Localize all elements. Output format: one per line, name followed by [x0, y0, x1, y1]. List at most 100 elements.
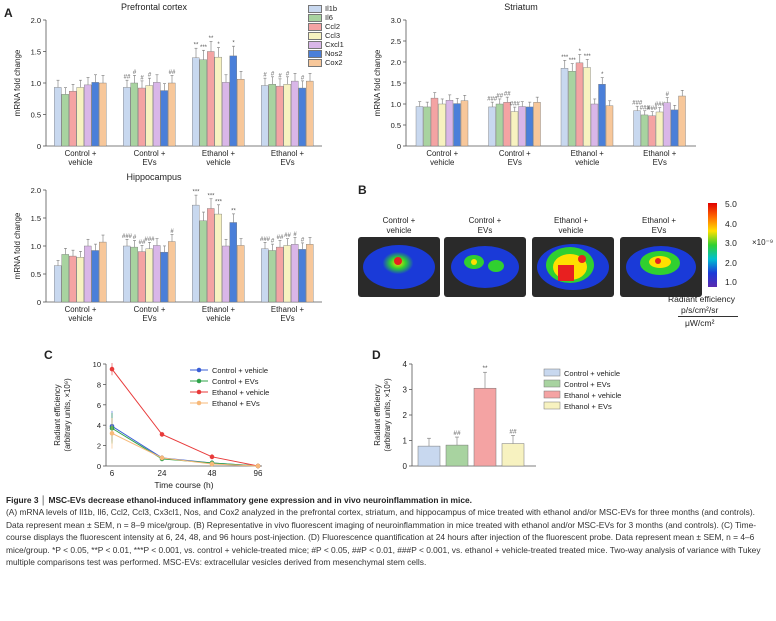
- legend-item-cxcl1: Cxcl1: [308, 40, 358, 49]
- group-label: EVs: [280, 314, 294, 323]
- bar-cox2: [99, 241, 107, 303]
- legend-swatch: [543, 390, 561, 399]
- legend-label: Nos2: [325, 49, 343, 58]
- y-tick-label: 4: [403, 360, 408, 369]
- bar-ccl3: [583, 67, 591, 147]
- significance-mark: ##: [277, 235, 284, 241]
- y-tick-label: 1.5: [31, 48, 41, 57]
- group-label: vehicle: [206, 158, 230, 167]
- significance-mark: #: [286, 71, 290, 77]
- mouse-image-control-evs: [444, 237, 526, 297]
- legend-label: Ccl3: [325, 31, 341, 40]
- legend-item-ccl2: Ccl2: [308, 22, 358, 31]
- bar-cxcl1: [590, 103, 599, 147]
- panel-letter-a: A: [4, 6, 13, 20]
- significance-mark: **: [231, 208, 236, 214]
- gene-legend: Il1b Il6 Ccl2 Ccl3 Cxcl1 Nos2 Cox2: [308, 4, 358, 67]
- significance-mark: ##: [139, 240, 146, 246]
- significance-mark: ##: [496, 93, 503, 99]
- y-tick-label: 0: [97, 462, 101, 471]
- bar-il6: [130, 82, 138, 147]
- bar-il6: [568, 71, 576, 147]
- legend-label: Control + EVs: [564, 380, 611, 389]
- bar-cxcl1: [445, 100, 454, 147]
- legend-label: Il1b: [325, 4, 338, 13]
- bar-il6: [268, 84, 276, 147]
- group-label: vehicle: [575, 158, 599, 167]
- significance-mark: ***: [192, 190, 200, 196]
- bar-ccl3: [76, 87, 84, 147]
- legend-label: Ethanol + EVs: [212, 399, 260, 408]
- bar-nos2: [525, 106, 534, 147]
- bar-ccl2: [430, 97, 439, 147]
- bar-nos2: [91, 82, 99, 147]
- bar-cox2: [306, 80, 314, 147]
- group-label: Ethanol +: [271, 305, 305, 314]
- legend-marker: [196, 367, 202, 373]
- y-tick-label: 2.0: [31, 186, 41, 195]
- y-axis-label: mRNA fold change: [13, 49, 22, 116]
- bar-ccl2: [503, 102, 511, 147]
- x-tick-label: 6: [110, 469, 115, 478]
- data-point: [159, 432, 165, 437]
- group-label: Control +: [65, 305, 97, 314]
- y-tick-label: 1: [403, 437, 408, 446]
- bar-chart-striatum: Striatum 0 0.5 1.0 1.5 2.0 2.5 3.0 mRNA fold cha…: [373, 2, 696, 167]
- bar-ccl2: [575, 62, 584, 147]
- group-label: Control +: [499, 149, 531, 158]
- bar-nos2: [160, 251, 168, 303]
- bar-nos2: [160, 90, 168, 147]
- significance-mark: #: [301, 75, 305, 81]
- bar-chart-fluorescence-24h: 0 1 2 3 4 Radiant efficiency (arbitrary units,…: [373, 360, 621, 471]
- legend-item-il6: Il6: [308, 13, 358, 22]
- legend-item-ccl3: Ccl3: [308, 31, 358, 40]
- y-tick-label: 2.5: [391, 37, 401, 46]
- bar-il6: [199, 220, 207, 303]
- bar-cox2: [168, 82, 176, 147]
- bar-cox2: [237, 79, 245, 147]
- bar-nos2: [229, 222, 237, 303]
- y-tick-label: 1.5: [31, 214, 41, 223]
- group-label: EVs: [280, 158, 294, 167]
- bar-ccl2: [207, 51, 215, 147]
- y-tick-label: 0: [37, 142, 41, 151]
- bar-il6: [61, 94, 69, 147]
- bar-cox2: [678, 95, 686, 147]
- bar-cox2: [605, 105, 614, 147]
- bar: [501, 443, 525, 467]
- bar-nos2: [229, 55, 237, 147]
- significance-mark: ##: [504, 92, 511, 98]
- series-line: [111, 432, 259, 467]
- group-label: Control +: [65, 149, 97, 158]
- data-point: [159, 455, 165, 461]
- significance-mark: ###: [144, 237, 155, 243]
- imaging-label-3: Ethanol + vehicle: [553, 216, 589, 235]
- legend-marker: [196, 378, 202, 384]
- significance-mark: ###: [647, 106, 658, 112]
- panel-letter-d: D: [372, 348, 381, 362]
- group-label: vehicle: [206, 314, 230, 323]
- bar-nos2: [298, 87, 306, 147]
- y-tick-label: 3: [403, 386, 408, 395]
- significance-mark: ***: [207, 193, 215, 199]
- group-label: vehicle: [68, 314, 92, 323]
- legend-label: Ethanol + vehicle: [564, 391, 621, 400]
- significance-mark: #: [293, 232, 297, 238]
- group-label: Ethanol +: [202, 305, 236, 314]
- bar-cxcl1: [222, 245, 230, 303]
- panel-letter-b: B: [358, 183, 367, 197]
- bar-ccl3: [76, 256, 84, 303]
- significance-mark: ##: [509, 428, 517, 435]
- legend-item-cox2: Cox2: [308, 58, 358, 67]
- significance-mark: **: [194, 43, 199, 49]
- significance-mark: ##: [453, 430, 461, 437]
- significance-mark: ##: [284, 233, 291, 239]
- bar-cox2: [168, 241, 176, 303]
- bar-cox2: [460, 100, 469, 147]
- legend-swatch: [308, 40, 322, 49]
- bar-il1b: [123, 245, 131, 303]
- significance-mark: ***: [569, 58, 577, 64]
- y-tick-label: 3.0: [391, 16, 401, 25]
- bar-cxcl1: [222, 82, 230, 147]
